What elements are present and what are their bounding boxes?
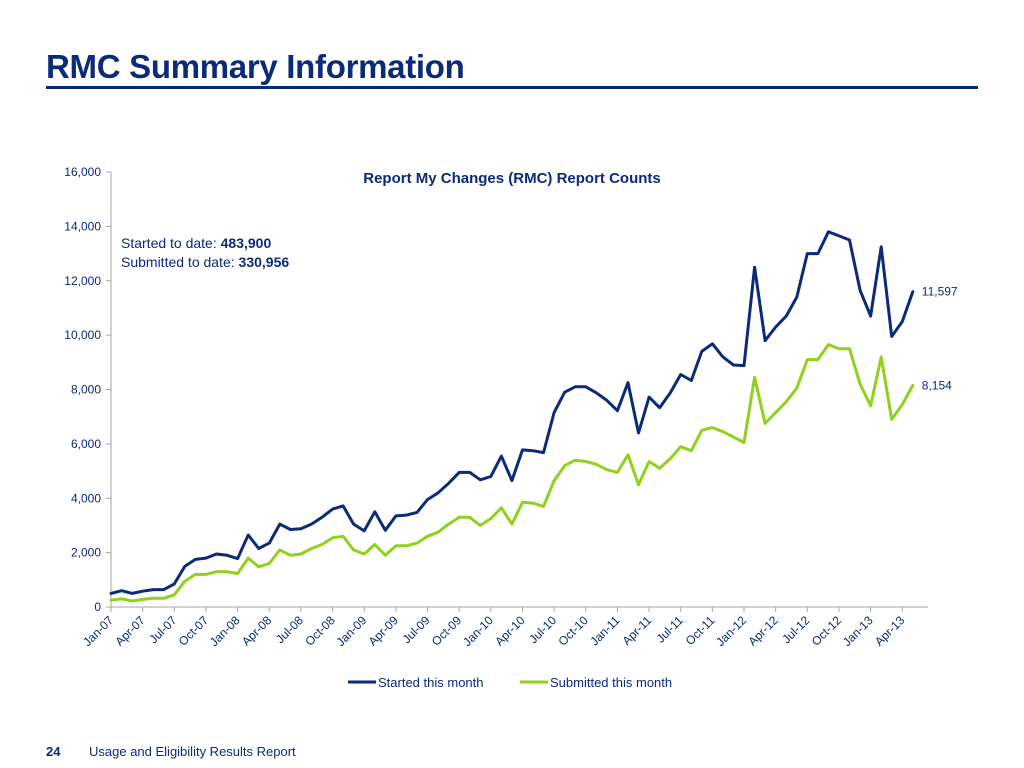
x-tick-label: Jan-10 [460,613,496,649]
footer-text: Usage and Eligibility Results Report [89,744,296,759]
x-tick-label: Oct-12 [809,613,845,649]
chart-title: Report My Changes (RMC) Report Counts [363,170,661,187]
x-tick-label: Jul-12 [779,613,812,646]
x-tick-label: Jan-13 [840,613,876,649]
x-tick-label: Apr-07 [112,613,148,649]
x-tick-label: Oct-10 [556,613,592,649]
x-tick-label: Apr-13 [872,613,908,649]
y-tick-label: 14,000 [64,219,101,233]
started-total-value: 483,900 [220,235,272,251]
x-tick-label: Oct-11 [683,613,718,648]
x-tick-label: Jul-08 [273,613,306,646]
started-total: Started to date: 483,900 [121,234,289,253]
series-line-started-this-month [109,230,915,595]
page-title: RMC Summary Information [46,48,465,85]
x-tick-label: Jan-07 [80,613,116,649]
y-tick-label: 8,000 [71,383,101,397]
x-tick-label: Apr-10 [492,613,528,649]
x-tick-label: Oct-09 [429,613,465,649]
series-line-submitted-this-month [109,343,915,603]
y-tick-label: 0 [94,600,101,614]
end-value-label: 8,154 [922,378,952,392]
legend-label: Started this month [378,675,484,690]
x-tick-label: Jan-12 [713,613,749,649]
x-tick-label: Oct-07 [176,613,212,649]
x-tick-label: Jan-09 [333,613,369,649]
started-total-label: Started to date: [121,235,221,251]
x-tick-label: Jul-10 [526,613,559,646]
x-axis: Jan-07Apr-07Jul-07Oct-07Jan-08Apr-08Jul-… [80,606,928,649]
y-tick-label: 6,000 [71,437,101,451]
submitted-total-label: Submitted to date: [121,254,239,270]
submitted-total-value: 330,956 [238,254,290,270]
submitted-total: Submitted to date: 330,956 [121,253,289,272]
x-tick-label: Apr-08 [239,613,275,649]
x-tick-label: Jul-11 [653,613,686,646]
y-tick-label: 2,000 [71,546,101,560]
end-value-label: 11,597 [922,285,958,299]
x-tick-label: Jan-08 [207,613,243,649]
title-underline [46,86,978,89]
x-tick-label: Jul-07 [146,613,179,646]
totals-annotation: Started to date: 483,900 Submitted to da… [121,234,289,272]
x-tick-label: Apr-09 [366,613,402,649]
x-tick-label: Oct-08 [302,613,338,649]
y-tick-label: 4,000 [71,491,101,505]
series-layer: 11,597 8,154 [109,230,958,603]
legend-label: Submitted this month [550,675,672,690]
x-tick-label: Apr-11 [619,613,654,648]
x-tick-label: Jul-09 [400,613,433,646]
y-tick-label: 12,000 [64,274,101,288]
y-axis: 0 2,000 4,000 6,000 8,000 10,000 12,000 14,000 1… [64,165,112,614]
legend: Started this month Submitted this month [348,675,672,690]
page-number: 24 [46,744,61,759]
x-tick-label: Jan-11 [587,613,622,648]
x-tick-label: Apr-12 [745,613,781,649]
y-tick-label: 16,000 [64,165,101,179]
y-tick-label: 10,000 [64,328,101,342]
